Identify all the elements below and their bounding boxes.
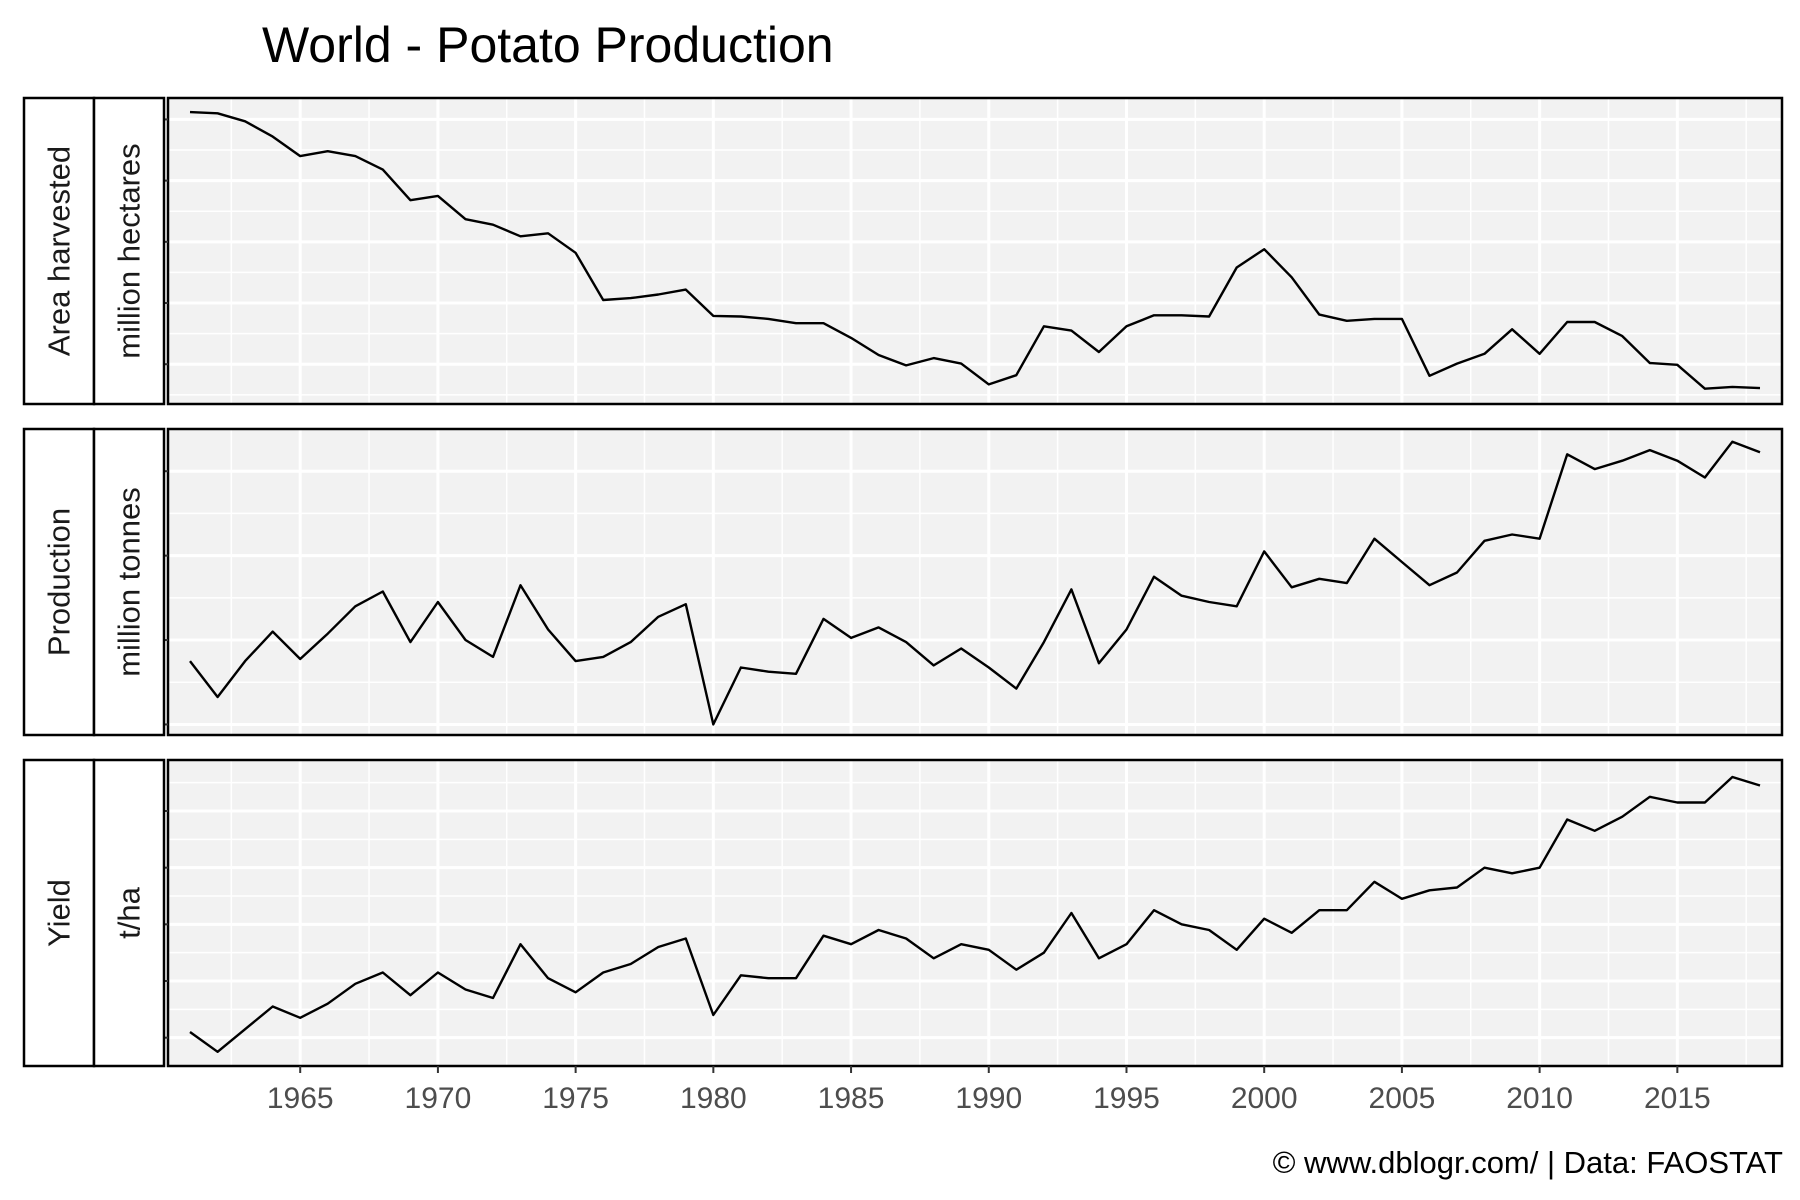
strip-label-box (22, 96, 96, 406)
x-tick-label: 2005 (1369, 1082, 1436, 1115)
x-axis: 1965 1970 1975 1980 1985 1990 1995 2000 2005 2010… (267, 1066, 1711, 1115)
strip-label-box (22, 427, 96, 737)
x-tick-label: 1965 (267, 1082, 334, 1115)
x-tick-label: 1990 (955, 1082, 1022, 1115)
series-line (189, 775, 1761, 1054)
strip-unit: million tonnes (112, 487, 147, 677)
panel-plot-area (168, 98, 1782, 404)
series-line (189, 440, 1761, 726)
strip-label: Yield (42, 879, 77, 947)
strip-label-box (22, 758, 96, 1068)
x-tick-label: 2015 (1644, 1082, 1711, 1115)
strip-unit: t/ha (112, 886, 147, 938)
x-tick-label: 1985 (818, 1082, 885, 1115)
chart-title: World - Potato Production (262, 17, 834, 73)
x-tick-label: 1975 (542, 1082, 609, 1115)
panel-border (166, 96, 1784, 406)
panel-border (166, 427, 1784, 737)
strip-label: Production (42, 508, 77, 656)
strip-unit-box (92, 96, 166, 406)
panel-2: 1214161820Yieldt/ha (22, 758, 1784, 1068)
strip-unit-box (92, 758, 166, 1068)
strip-unit-box (92, 427, 166, 737)
caption: © www.dblogr.com/ | Data: FAOSTAT (1273, 1145, 1783, 1180)
strip-unit: million hectares (112, 143, 147, 358)
panel-plot-area (168, 760, 1782, 1066)
strip-label: Area harvested (42, 146, 77, 356)
x-tick-label: 1995 (1093, 1082, 1160, 1115)
panel-plot-area (168, 429, 1782, 735)
x-tick-label: 1980 (680, 1082, 747, 1115)
panel-1: 240280320360Productionmillion tonnes (22, 427, 1784, 742)
x-tick-label: 2010 (1506, 1082, 1573, 1115)
x-tick-label: 1970 (405, 1082, 472, 1115)
series-line (189, 110, 1761, 390)
x-tick-label: 2000 (1231, 1082, 1298, 1115)
panel-border (166, 758, 1784, 1068)
